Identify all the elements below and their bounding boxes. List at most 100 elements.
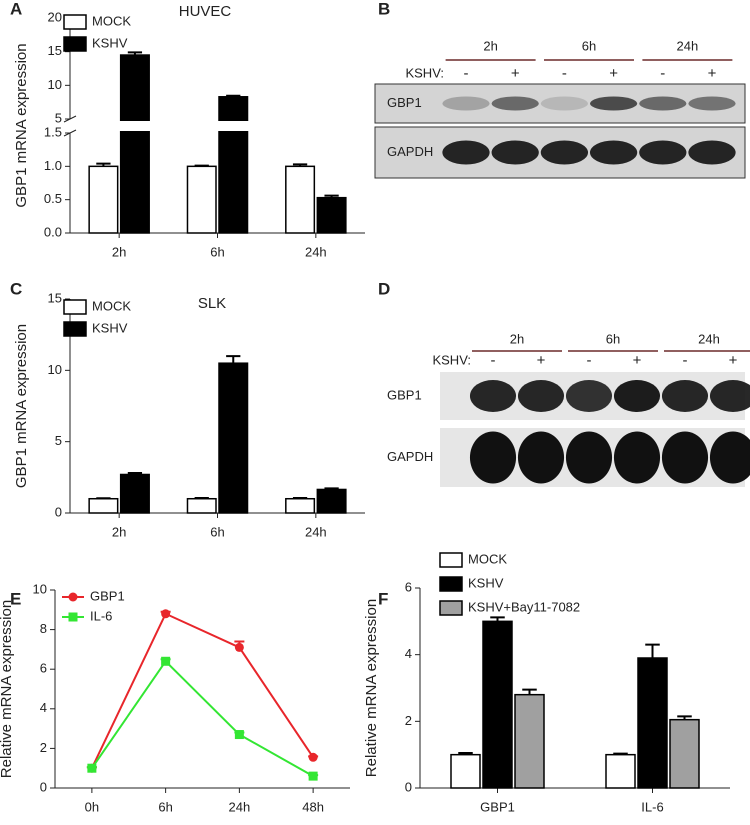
error-bar [194,497,209,500]
blot-band [565,380,613,412]
bar [119,473,150,514]
lane-sign: - [683,352,688,369]
line [90,612,314,769]
lane-sign: - [491,352,496,369]
bar [285,497,316,514]
legend-swatch [63,14,87,30]
blot-band [517,380,565,412]
legend-swatch [439,600,463,616]
line [91,659,314,777]
time-label: 2h [483,38,497,53]
error-bar [324,487,339,490]
bar [88,165,119,234]
blot-band [589,96,638,111]
legend-swatch [63,36,87,52]
panel-label: B [378,0,390,18]
error-bar [458,752,473,755]
bar [186,497,217,514]
y-tick-label: 0.5 [44,191,62,206]
y-tick-label: 8 [40,621,47,636]
bar [450,753,481,789]
y-tick-label: 2 [405,713,412,728]
x-tick-label: 0h [85,799,99,814]
y-tick-label: 0.0 [44,224,62,239]
panel-label: E [10,589,21,608]
legend-swatch [63,299,87,315]
legend-label: MOCK [92,13,131,28]
panel-label: D [378,279,390,298]
legend-label: KSHV [92,35,128,50]
legend-swatch [439,552,463,568]
marker [308,752,318,762]
error-bar [194,164,209,167]
y-tick-label: 15 [48,43,62,58]
x-tick-label: GBP1 [480,799,515,814]
y-tick-label: 15 [48,290,62,305]
legend-swatch [439,576,463,592]
lane-sign: - [660,65,665,82]
y-tick-label: 5 [55,433,62,448]
blot-band [709,380,750,412]
time-label: 6h [582,38,596,53]
error-bar [127,472,143,475]
blot-band [442,140,490,165]
error-bar [490,616,505,622]
blot-band [661,380,709,412]
row-label: GAPDH [387,144,433,159]
axis-break-gap [71,121,366,131]
y-tick-label: 6 [405,579,412,594]
error-bar [677,715,692,720]
blot-band [661,431,709,484]
blot-band [709,431,750,484]
bar [482,620,513,789]
bar [669,718,700,789]
error-bar [226,94,241,97]
y-tick-label: 10 [48,362,62,377]
marker [308,771,318,781]
lane-sign: + [708,65,717,82]
kshv-label: KSHV: [405,65,444,80]
error-bar [226,355,241,364]
lane-sign: + [511,65,520,82]
blot-band [540,96,589,111]
blot-band [688,96,736,111]
legend-label: KSHV [92,320,128,335]
row-label: GBP1 [387,387,422,402]
time-label: 24h [698,331,720,346]
y-tick-label: 0 [55,504,62,519]
legend-label: GBP1 [90,588,125,603]
row-label: GAPDH [387,449,433,464]
blot-band [469,431,517,484]
legend-marker [68,592,78,602]
lane-sign: - [562,65,567,82]
x-tick-label: 2h [112,524,126,539]
bar [88,497,119,514]
marker [234,730,244,740]
bar [316,488,347,514]
x-tick-label: 24h [305,244,327,259]
lane-sign: + [609,65,618,82]
marker [87,763,97,773]
bar [119,54,150,234]
bar [285,165,316,234]
legend-marker [68,612,78,622]
x-tick-label: 24h [229,799,251,814]
y-axis-label: GBP1 mRNA expression [13,324,30,488]
lane-sign: + [633,352,642,369]
lane-sign: + [537,352,546,369]
blot-band [639,96,687,111]
legend-swatch [63,321,87,337]
bar [218,362,249,514]
blot-band [565,431,613,484]
y-tick-label: 0 [40,779,47,794]
error-bar [522,688,537,695]
error-bar [292,163,308,167]
blot-band [613,380,661,412]
error-bar [645,643,660,658]
y-axis-label: Relative mRNA expression [0,600,15,778]
time-label: 24h [677,38,699,53]
legend-label: MOCK [92,298,131,313]
blot-band [540,140,589,165]
chart-title: HUVEC [179,3,232,20]
legend-label: MOCK [468,551,507,566]
